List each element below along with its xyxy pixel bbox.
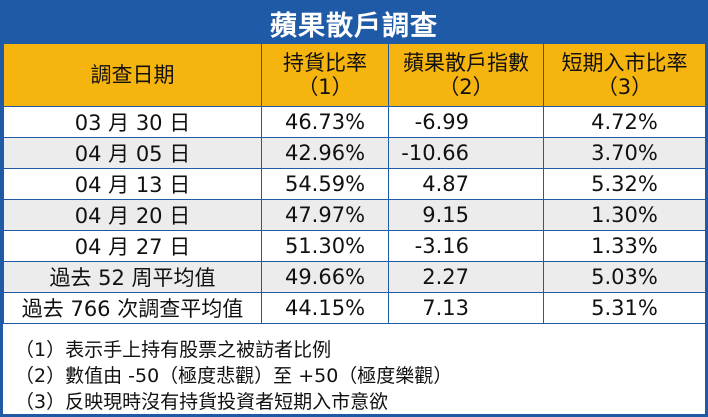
cell-index: 2.27 — [388, 261, 544, 293]
header-retail-index: 蘋果散戶指數 （2） — [388, 43, 544, 107]
footnote-2: （2）數值由 -50（極度悲觀）至 +50（極度樂觀） — [15, 365, 453, 387]
cell-holding: 51.30% — [261, 230, 389, 262]
header-date-label: 調查日期 — [90, 63, 175, 87]
survey-table: 調查日期 持貨比率 （1） 蘋果散戶指數 （2） 短期入市比率 （3） 03 月… — [3, 43, 706, 324]
header-entry-ratio: 短期入市比率 （3） — [543, 43, 706, 107]
header-entry-ratio-label: 短期入市比率 — [561, 51, 688, 75]
cell-entry: 1.30% — [543, 199, 706, 231]
table-row: 04 月 27 日 51.30% -3.16 1.33% — [3, 230, 706, 262]
header-retail-index-label: 蘋果散戶指數 — [403, 51, 529, 75]
table-row: 04 月 20 日 47.97% 9.15 1.30% — [3, 199, 706, 231]
cell-date: 過去 766 次調查平均值 — [3, 292, 262, 324]
cell-index: -3.16 — [388, 230, 544, 262]
cell-holding: 47.97% — [261, 199, 389, 231]
cell-entry: 1.33% — [543, 230, 706, 262]
cell-date: 03 月 30 日 — [3, 106, 262, 138]
header-retail-index-note: （2） — [438, 75, 494, 99]
cell-entry: 4.72% — [543, 106, 706, 138]
cell-holding: 49.66% — [261, 261, 389, 293]
header-holding-ratio: 持貨比率 （1） — [261, 43, 389, 107]
table-row: 03 月 30 日 46.73% -6.99 4.72% — [3, 106, 706, 138]
cell-date: 04 月 20 日 — [3, 199, 262, 231]
footnotes: （1）表示手上持有股票之被訪者比例 （2）數值由 -50（極度悲觀）至 +50（… — [3, 333, 705, 415]
cell-holding: 42.96% — [261, 137, 389, 169]
cell-index: 9.15 — [388, 199, 544, 231]
cell-date: 04 月 27 日 — [3, 230, 262, 262]
table-row: 04 月 05 日 42.96% -10.66 3.70% — [3, 137, 706, 169]
header-holding-ratio-label: 持貨比率 — [283, 51, 367, 75]
cell-date: 04 月 13 日 — [3, 168, 262, 200]
cell-entry: 3.70% — [543, 137, 706, 169]
panel-title: 蘋果散戶調查 — [3, 3, 705, 43]
table-row: 過去 52 周平均值 49.66% 2.27 5.03% — [3, 261, 706, 293]
cell-holding: 46.73% — [261, 106, 389, 138]
cell-index: 4.87 — [388, 168, 544, 200]
cell-entry: 5.03% — [543, 261, 706, 293]
cell-entry: 5.31% — [543, 292, 706, 324]
header-holding-ratio-note: （1） — [297, 75, 353, 99]
footnote-3: （3）反映現時沒有持貨投資者短期入市意欲 — [15, 391, 389, 413]
header-date: 調查日期 — [3, 43, 262, 107]
cell-date: 過去 52 周平均值 — [3, 261, 262, 293]
cell-holding: 54.59% — [261, 168, 389, 200]
cell-index: -10.66 — [388, 137, 544, 169]
cell-entry: 5.32% — [543, 168, 706, 200]
table-row: 04 月 13 日 54.59% 4.87 5.32% — [3, 168, 706, 200]
cell-date: 04 月 05 日 — [3, 137, 262, 169]
footnote-1: （1）表示手上持有股票之被訪者比例 — [15, 339, 332, 361]
cell-index: -6.99 — [388, 106, 544, 138]
header-entry-ratio-note: （3） — [596, 75, 653, 99]
table-header-row: 調查日期 持貨比率 （1） 蘋果散戶指數 （2） 短期入市比率 （3） — [3, 43, 706, 107]
cell-holding: 44.15% — [261, 292, 389, 324]
table-row: 過去 766 次調查平均值 44.15% 7.13 5.31% — [3, 292, 706, 324]
cell-index: 7.13 — [388, 292, 544, 324]
